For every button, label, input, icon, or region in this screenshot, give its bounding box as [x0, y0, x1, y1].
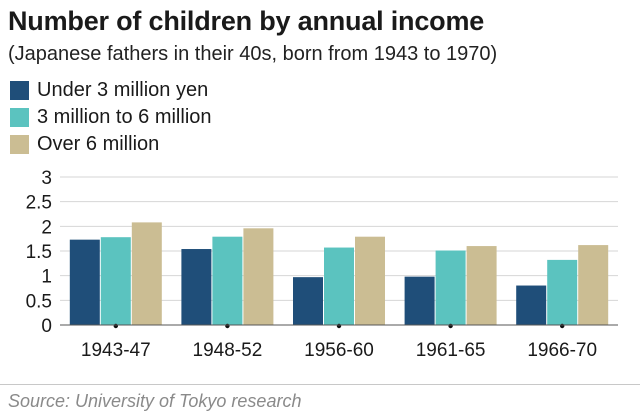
bar-1943-47-series-2 [131, 222, 162, 325]
bar-1966-70-series-0 [516, 285, 547, 325]
x-tick-dot-1 [225, 323, 230, 329]
bar-1948-52-series-0 [181, 249, 212, 325]
legend-label-3-to-6-million: 3 million to 6 million [37, 106, 212, 128]
x-tick-label-0: 1943-47 [81, 340, 151, 361]
legend-item-over-6-million: Over 6 million [10, 131, 212, 158]
bar-1966-70-series-1 [547, 259, 578, 325]
legend: Under 3 million yen 3 million to 6 milli… [10, 77, 212, 158]
source-note: Source: University of Tokyo research [8, 391, 302, 411]
legend-swatch-3-to-6-million [10, 108, 29, 127]
bar-1948-52-series-2 [243, 228, 274, 325]
bar-1956-60-series-0 [293, 277, 323, 325]
y-tick-label-1: 0.5 [26, 291, 52, 312]
bar-1961-65-series-2 [466, 246, 497, 325]
y-tick-label-3: 1.5 [26, 242, 52, 263]
bar-1961-65-series-0 [404, 276, 435, 325]
legend-swatch-over-6-million [10, 135, 29, 154]
bar-1943-47-series-1 [100, 237, 131, 325]
y-tick-label-6: 3 [41, 168, 52, 189]
y-tick-label-5: 2.5 [26, 193, 52, 214]
bar-1956-60-series-1 [324, 247, 354, 325]
source-divider [0, 384, 640, 385]
y-tick-label-0: 0 [41, 316, 52, 337]
bar-1966-70-series-2 [578, 245, 609, 325]
x-tick-dot-3 [448, 323, 453, 329]
x-tick-dot-4 [560, 323, 565, 329]
legend-label-under-3-million: Under 3 million yen [37, 79, 209, 101]
legend-item-3-to-6-million: 3 million to 6 million [10, 104, 212, 131]
x-tick-dot-2 [336, 323, 342, 329]
legend-item-under-3-million: Under 3 million yen [10, 77, 212, 104]
bar-chart: 0 0.5 1 1.5 2 2.5 3 1943-47 1948-52 1956-60 1961-6… [26, 168, 618, 361]
bar-1961-65-series-1 [435, 250, 466, 325]
legend-swatch-under-3-million [10, 81, 29, 100]
bar-1948-52-series-1 [212, 236, 243, 325]
y-tick-label-2: 1 [41, 267, 52, 288]
x-tick-dot-0 [113, 323, 119, 329]
bar-1943-47-series-0 [69, 239, 100, 325]
chart-title: Number of children by annual income [8, 6, 485, 36]
y-tick-label-4: 2 [41, 217, 52, 238]
x-tick-label-1: 1948-52 [193, 340, 263, 361]
legend-label-over-6-million: Over 6 million [37, 133, 160, 155]
x-tick-label-4: 1966-70 [527, 340, 597, 361]
x-tick-label-2: 1956-60 [304, 340, 374, 361]
chart-subtitle: (Japanese fathers in their 40s, born fro… [8, 43, 498, 65]
bar-1956-60-series-2 [355, 236, 385, 325]
x-tick-label-3: 1961-65 [416, 340, 486, 361]
